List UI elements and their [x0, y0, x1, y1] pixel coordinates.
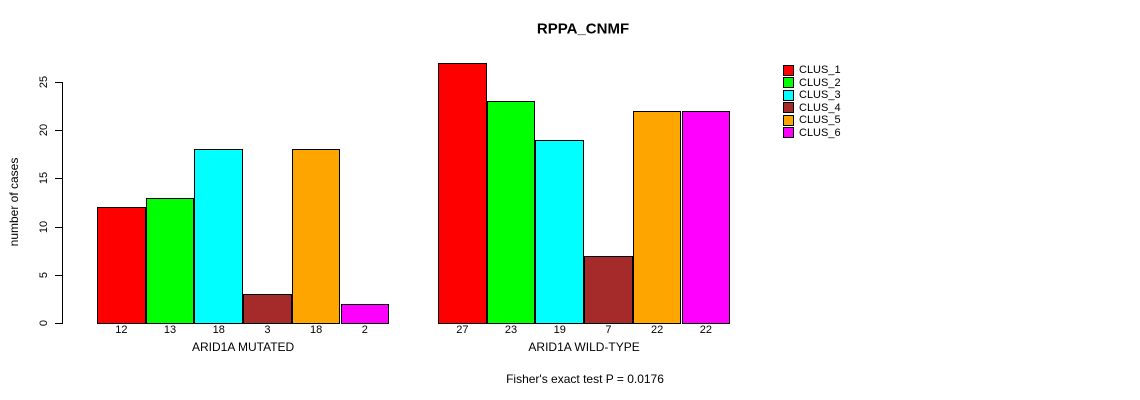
bar-clus_5: [291, 149, 341, 324]
legend: CLUS_1 CLUS_2 CLUS_3 CLUS_4 CLUS_5 CLUS_6: [783, 64, 841, 139]
bar-value-label: 27: [456, 324, 469, 336]
bar-clus_2: [145, 197, 195, 324]
legend-swatch: [783, 77, 794, 89]
legend-label: CLUS_1: [799, 64, 841, 76]
legend-item: CLUS_1: [783, 64, 841, 77]
bar-value-label: 18: [212, 324, 225, 336]
group-label: ARID1A MUTATED: [191, 340, 295, 354]
y-tick-label: 5: [38, 271, 50, 278]
bar-value-label: 23: [504, 324, 518, 336]
group-label: ARID1A WILD-TYPE: [528, 340, 640, 354]
legend-label: CLUS_6: [799, 126, 841, 139]
bar-value-label: 18: [310, 324, 323, 336]
legend-item: CLUS_2: [783, 77, 841, 90]
legend-label: CLUS_4: [799, 101, 841, 114]
legend-swatch: [783, 127, 794, 139]
y-tick: [55, 82, 62, 83]
bar-clus_1: [97, 207, 146, 324]
y-tick: [55, 274, 62, 276]
y-tick-label: 10: [38, 220, 50, 233]
y-tick-label: 25: [38, 75, 50, 89]
y-tick: [55, 178, 62, 180]
bar-value-label: 3: [264, 324, 271, 336]
bar-clus_3: [194, 149, 244, 324]
y-tick-label: 20: [38, 124, 50, 137]
bar-value-label: 2: [361, 324, 368, 336]
bar-clus_4: [584, 255, 633, 324]
bar-value-label: 22: [699, 324, 712, 336]
legend-item: CLUS_5: [783, 114, 841, 127]
bar-clus_5: [632, 110, 682, 324]
bar-value-label: 13: [163, 324, 177, 336]
legend-swatch: [783, 114, 794, 126]
legend-label: CLUS_3: [799, 89, 841, 101]
footnote: Fisher's exact test P = 0.0176: [506, 372, 664, 386]
bar-value-label: 12: [115, 324, 128, 336]
bar-clus_4: [243, 294, 292, 324]
bar-clus_3: [535, 139, 585, 324]
bar-value-label: 22: [651, 324, 664, 336]
legend-item: CLUS_6: [783, 127, 841, 140]
y-tick: [55, 323, 62, 324]
bar-clus_1: [438, 62, 487, 324]
bar-value-label: 7: [605, 324, 612, 336]
bar-clus_2: [486, 101, 536, 324]
legend-label: CLUS_5: [799, 114, 841, 126]
y-tick: [55, 130, 62, 132]
y-tick-label: 0: [38, 319, 50, 327]
legend-item: CLUS_4: [783, 102, 841, 115]
y-tick-label: 15: [38, 172, 50, 185]
legend-swatch: [783, 89, 794, 101]
legend-item: CLUS_3: [783, 89, 841, 102]
chart-title: RPPA_CNMF: [536, 20, 630, 38]
legend-swatch: [783, 102, 794, 114]
y-axis: [62, 82, 63, 324]
bar-clus_6: [340, 303, 390, 324]
legend-label: CLUS_2: [799, 76, 841, 89]
bar-clus_6: [681, 110, 731, 324]
y-tick: [55, 226, 62, 228]
bar-value-label: 19: [553, 324, 566, 336]
legend-swatch: [783, 64, 794, 76]
